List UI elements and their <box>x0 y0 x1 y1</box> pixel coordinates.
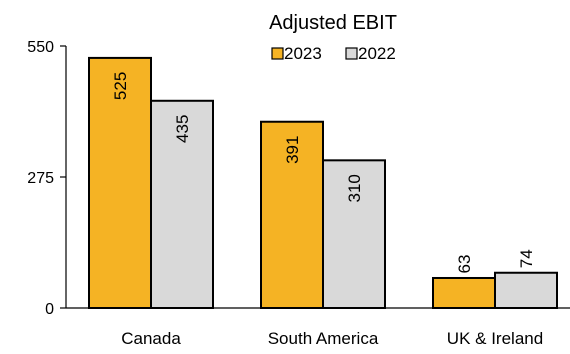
bar-2022-2 <box>494 271 558 309</box>
data-label-2023-1: 391 <box>283 136 302 164</box>
category-label-2: UK & Ireland <box>447 329 543 348</box>
data-label-2023-0: 525 <box>111 72 130 100</box>
y-tick-label: 550 <box>27 39 54 56</box>
chart-title: Adjusted EBIT <box>269 12 397 34</box>
category-label-0: Canada <box>121 329 181 348</box>
y-tick-label: 0 <box>45 301 54 318</box>
data-label-2022-2: 74 <box>517 249 536 268</box>
legend-label-2023: 2023 <box>284 44 322 63</box>
legend: 2023 2022 <box>271 44 396 63</box>
bar-2023-1 <box>260 120 324 309</box>
legend-swatch-2022 <box>345 47 358 60</box>
bar-2023-2 <box>432 276 496 310</box>
data-label-2022-0: 435 <box>173 115 192 143</box>
data-label-2023-2: 63 <box>455 255 474 274</box>
data-label-2022-1: 310 <box>345 174 364 202</box>
bar-2022-1 <box>322 159 386 309</box>
legend-swatch-2023 <box>271 47 284 60</box>
category-label-1: South America <box>268 329 379 348</box>
bar-2023-0 <box>88 56 152 310</box>
y-tick-label: 275 <box>27 170 54 187</box>
category-labels: Canada South America UK & Ireland <box>121 329 543 348</box>
bars: 525 435 391 310 63 74 <box>88 56 558 310</box>
legend-label-2022: 2022 <box>358 44 396 63</box>
y-ticks: 0 275 550 <box>27 39 66 318</box>
